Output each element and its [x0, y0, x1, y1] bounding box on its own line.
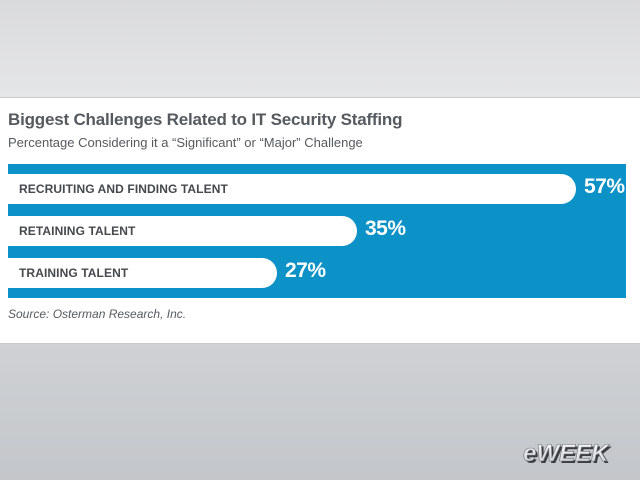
- chart-subtitle: Percentage Considering it a “Significant…: [8, 135, 363, 150]
- bar-category-label: RETAINING TALENT: [19, 224, 136, 238]
- bar: RECRUITING AND FINDING TALENT: [8, 174, 576, 204]
- bar-row: RETAINING TALENT 35%: [8, 216, 626, 246]
- bar-value-label: 35%: [365, 217, 406, 240]
- logo-text: eWEEK: [523, 440, 610, 467]
- bar: RETAINING TALENT: [8, 216, 357, 246]
- chart-card: Biggest Challenges Related to IT Securit…: [0, 97, 640, 344]
- bar-value-label: 57%: [584, 175, 625, 198]
- bar-value-label: 27%: [285, 259, 326, 282]
- bar: TRAINING TALENT: [8, 258, 277, 288]
- chart-title: Biggest Challenges Related to IT Securit…: [8, 110, 403, 129]
- bar-category-label: RECRUITING AND FINDING TALENT: [19, 182, 228, 196]
- plot-area: RECRUITING AND FINDING TALENT 57% RETAININ…: [8, 164, 626, 298]
- bar-row: TRAINING TALENT 27%: [8, 258, 626, 288]
- eweek-logo-icon: eWEEK eWEEK: [523, 440, 612, 469]
- chart-source: Source: Osterman Research, Inc.: [8, 307, 187, 321]
- logo-text-shadow: eWEEK: [525, 442, 612, 469]
- bar-category-label: TRAINING TALENT: [19, 266, 129, 280]
- bar-row: RECRUITING AND FINDING TALENT 57%: [8, 174, 626, 204]
